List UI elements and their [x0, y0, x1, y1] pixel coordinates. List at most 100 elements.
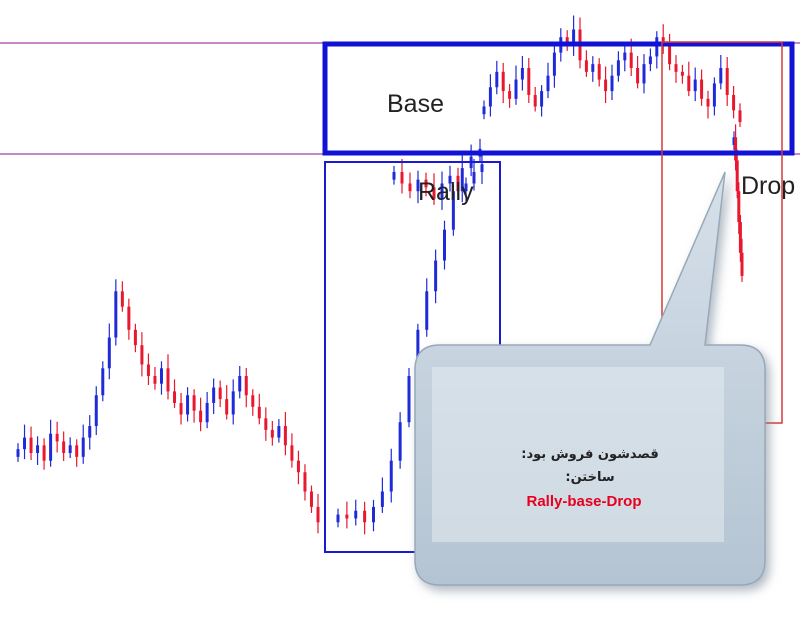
candle-body: [212, 387, 216, 403]
candle-body: [514, 79, 518, 99]
candle-body: [49, 433, 53, 461]
candle-body: [693, 79, 697, 92]
candle-body: [264, 418, 268, 430]
candle-body: [501, 71, 505, 92]
candle-body: [520, 68, 524, 80]
callout-line3: Rally-base-Drop: [526, 493, 641, 510]
candle-body: [451, 191, 455, 230]
candle-body: [257, 406, 261, 419]
candle-body: [277, 426, 281, 438]
candle-body: [179, 402, 183, 415]
candle-body: [719, 68, 723, 84]
candle-body: [725, 68, 729, 95]
candle-body: [540, 91, 544, 107]
candle-body: [173, 391, 177, 403]
candle-body: [372, 506, 375, 523]
candle-body: [636, 68, 640, 84]
candle-body: [482, 106, 486, 115]
candle-body: [380, 491, 384, 507]
candle-body: [23, 437, 27, 450]
candle-body: [591, 64, 595, 72]
candle-body: [432, 187, 436, 199]
candle-body: [251, 395, 255, 407]
candle-body: [508, 91, 512, 99]
candle-body: [68, 445, 72, 453]
candle-body: [648, 56, 652, 65]
candle-body: [218, 387, 222, 400]
candle-body: [166, 368, 170, 392]
drop-label: Drop: [741, 172, 795, 200]
candle-body: [363, 510, 367, 523]
candle-body: [416, 179, 420, 192]
candle-body: [238, 376, 242, 392]
candle-body: [533, 94, 537, 107]
callout-line1: قصدشون فروش بود:: [521, 447, 658, 462]
candle-body: [604, 79, 608, 92]
candle-body: [316, 506, 320, 523]
candle-body: [400, 171, 404, 184]
candle-body: [16, 449, 20, 457]
candle-body: [448, 175, 452, 184]
candle-body: [597, 64, 601, 80]
candle-body: [283, 426, 287, 446]
candle-body: [623, 52, 627, 61]
candle-body: [552, 52, 556, 76]
candle-body: [706, 98, 710, 107]
candle-body: [712, 83, 716, 107]
candle-body: [661, 37, 665, 45]
candle-body: [205, 402, 209, 423]
candle-body: [456, 175, 460, 192]
rally-label: Rally: [418, 178, 474, 206]
candle-body: [296, 460, 300, 473]
candle-body: [480, 164, 484, 172]
base-label: Base: [387, 90, 444, 118]
candle-body: [616, 60, 620, 76]
candle-body: [460, 168, 464, 192]
candle-body: [94, 395, 98, 427]
candle-body: [738, 222, 742, 253]
candle-body: [407, 376, 411, 423]
candle-body: [392, 171, 396, 180]
candle-body: [389, 460, 393, 492]
candle-body: [81, 437, 85, 457]
candle-body: [416, 329, 420, 376]
candle-body: [62, 441, 66, 453]
candle-body: [107, 337, 111, 369]
candle-body: [495, 71, 499, 88]
candle-body: [146, 364, 150, 376]
candle-body: [732, 137, 736, 145]
candle-body: [140, 345, 144, 365]
callout-inner-panel: [432, 367, 724, 542]
candles-group: [16, 15, 744, 535]
candle-body: [700, 79, 704, 99]
candle-body: [55, 433, 59, 442]
candle-body: [734, 137, 738, 161]
candle-body: [425, 291, 429, 330]
candle-body: [424, 179, 428, 188]
candle-body: [488, 87, 492, 107]
candle-body: [133, 329, 137, 346]
candle-body: [738, 110, 742, 122]
candle-body: [443, 229, 446, 261]
candle-body: [572, 29, 576, 45]
candle-body: [309, 491, 313, 507]
candle-body: [75, 445, 79, 457]
candle-body: [345, 514, 349, 519]
candle-body: [610, 75, 614, 92]
candle-body: [120, 291, 124, 307]
candle-body: [740, 252, 744, 276]
candle-body: [270, 429, 274, 438]
candle-body: [231, 391, 235, 415]
callout-line2: ساختن:: [565, 470, 614, 485]
candle-body: [225, 399, 229, 415]
candle-body: [127, 306, 131, 330]
candle-body: [153, 376, 157, 384]
candle-body: [29, 437, 33, 453]
candle-body: [290, 445, 294, 461]
candle-body: [159, 368, 163, 384]
candle-body: [199, 410, 203, 423]
base-box: [322, 41, 795, 156]
candle-body: [192, 395, 196, 411]
